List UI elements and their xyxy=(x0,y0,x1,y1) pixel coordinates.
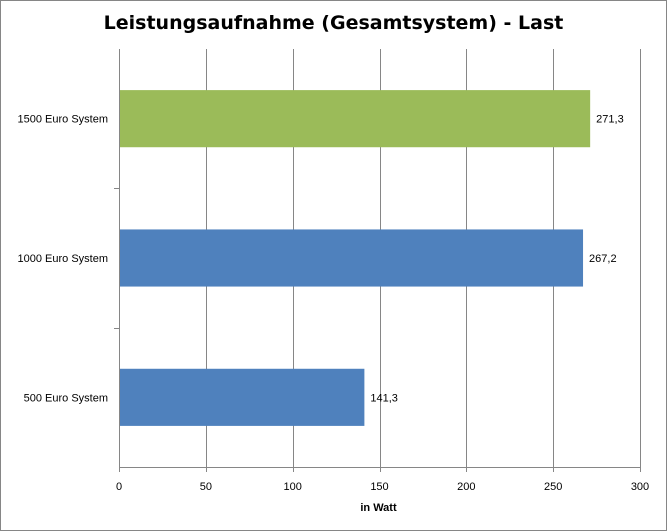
x-tick-label: 0 xyxy=(116,481,122,493)
category-label: 1000 Euro System xyxy=(18,253,109,265)
axes xyxy=(114,49,641,472)
chart-title: Leistungsaufnahme (Gesamtsystem) - Last xyxy=(103,12,564,34)
x-tick-label: 200 xyxy=(457,481,475,493)
bar xyxy=(120,368,365,426)
x-tick-label: 150 xyxy=(370,481,388,493)
x-axis-title: in Watt xyxy=(360,502,397,514)
data-label: 267,2 xyxy=(589,253,617,265)
x-tick-label: 250 xyxy=(544,481,562,493)
x-tick-label: 100 xyxy=(283,481,301,493)
bars xyxy=(120,90,591,426)
data-label: 271,3 xyxy=(596,114,624,126)
category-label: 1500 Euro System xyxy=(18,114,109,126)
labels: 0 50 100 150 200 250 300 1500 Euro System 271,3 1… xyxy=(18,114,650,493)
category-label: 500 Euro System xyxy=(24,392,108,404)
bar xyxy=(120,229,584,287)
x-tick-label: 50 xyxy=(200,481,212,493)
x-tick-label: 300 xyxy=(631,481,649,493)
data-label: 141,3 xyxy=(370,392,398,404)
bar xyxy=(120,90,591,148)
